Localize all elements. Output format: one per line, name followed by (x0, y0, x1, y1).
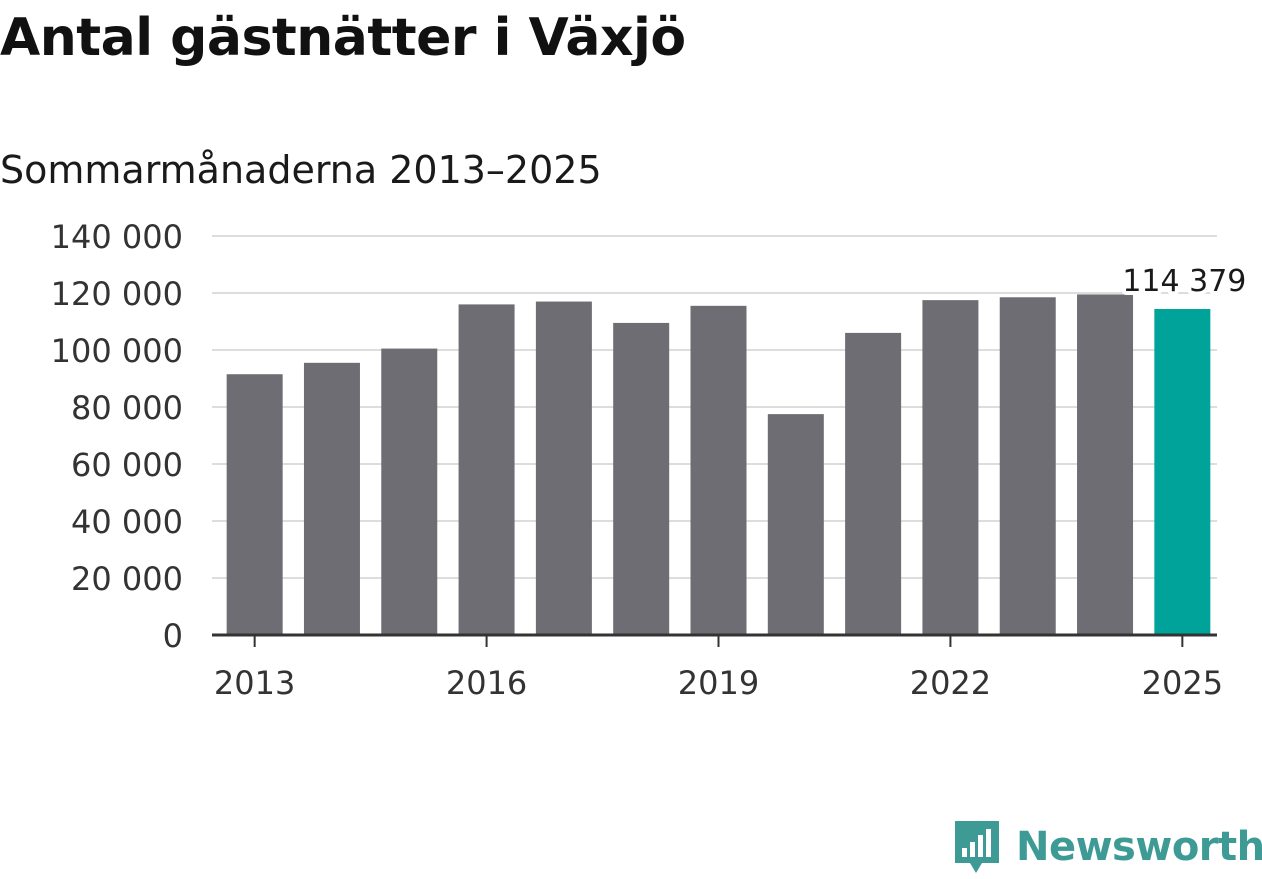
chart-title: Antal gästnätter i Växjö (0, 8, 686, 68)
bars (226, 294, 1211, 635)
x-tick-label: 2013 (214, 664, 295, 702)
y-axis-tick-labels: 0 20 000 40 000 60 000 80 000 100 000 120 000 1… (51, 218, 183, 655)
y-tick-label: 40 000 (71, 503, 183, 541)
bar (613, 322, 670, 635)
y-tick-label: 100 000 (51, 332, 183, 370)
bar (999, 297, 1056, 635)
brand-name: Newsworthy (1016, 824, 1262, 870)
y-tick-label: 80 000 (71, 389, 183, 427)
bar (458, 304, 515, 635)
bar (690, 305, 747, 635)
y-tick-label: 140 000 (51, 218, 183, 256)
bar (922, 300, 979, 635)
x-tick-label: 2016 (446, 664, 527, 702)
value-label: 114 379 (1122, 264, 1246, 299)
chart-subtitle: Sommarmånaderna 2013–2025 (0, 148, 602, 192)
bar-highlight (1154, 309, 1211, 635)
bar (226, 374, 283, 635)
bar (767, 414, 824, 635)
value-label-halo: 114 379 (1122, 264, 1246, 299)
bar (303, 362, 360, 635)
y-tick-label: 120 000 (51, 275, 183, 313)
bar (535, 301, 592, 635)
y-tick-label: 0 (163, 617, 183, 655)
x-tick-label: 2019 (678, 664, 759, 702)
brand-logo: Newsworthy (952, 818, 1262, 876)
x-axis (212, 633, 1217, 647)
x-axis-tick-labels: 2013 2016 2019 2022 2025 (214, 664, 1223, 702)
y-tick-label: 60 000 (71, 446, 183, 484)
x-tick-label: 2022 (910, 664, 991, 702)
y-tick-label: 20 000 (71, 560, 183, 598)
bar (845, 332, 902, 635)
bar (381, 348, 438, 635)
bar (1077, 294, 1134, 635)
newsworthy-logo-icon (955, 821, 999, 873)
x-tick-label: 2025 (1142, 664, 1223, 702)
